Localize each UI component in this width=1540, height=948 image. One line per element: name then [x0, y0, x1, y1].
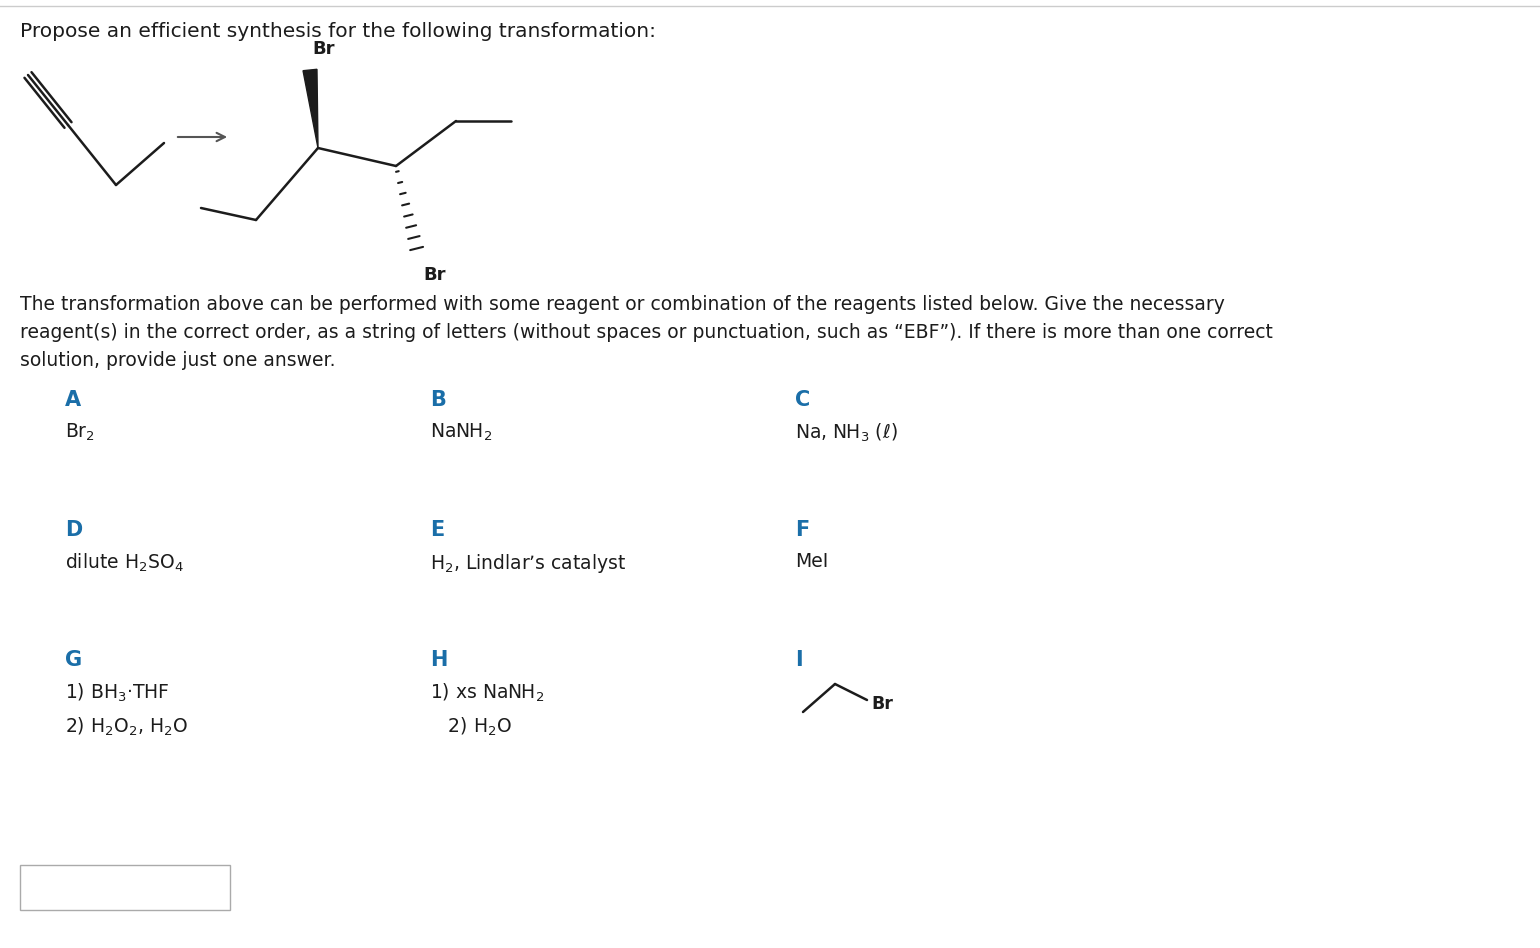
Text: MeI: MeI	[795, 552, 829, 571]
Text: H$_2$, Lindlar’s catalyst: H$_2$, Lindlar’s catalyst	[430, 552, 627, 575]
Text: dilute H$_2$SO$_4$: dilute H$_2$SO$_4$	[65, 552, 183, 574]
Text: 1) BH$_3$·THF
2) H$_2$O$_2$, H$_2$O: 1) BH$_3$·THF 2) H$_2$O$_2$, H$_2$O	[65, 682, 188, 738]
Text: B: B	[430, 390, 447, 410]
Text: C: C	[795, 390, 810, 410]
Text: G: G	[65, 650, 82, 670]
Text: D: D	[65, 520, 82, 540]
Text: NaNH$_2$: NaNH$_2$	[430, 422, 493, 444]
Text: 1) xs NaNH$_2$
   2) H$_2$O: 1) xs NaNH$_2$ 2) H$_2$O	[430, 682, 544, 738]
Text: Br: Br	[424, 266, 445, 284]
Text: I: I	[795, 650, 802, 670]
Text: Na, NH$_3$ ($\ell$): Na, NH$_3$ ($\ell$)	[795, 422, 898, 445]
Text: Br: Br	[872, 695, 893, 713]
Polygon shape	[303, 69, 317, 148]
Text: H: H	[430, 650, 448, 670]
FancyBboxPatch shape	[20, 865, 229, 910]
Text: Br: Br	[313, 40, 334, 58]
Text: E: E	[430, 520, 444, 540]
Text: F: F	[795, 520, 808, 540]
Text: Br$_2$: Br$_2$	[65, 422, 95, 444]
Text: The transformation above can be performed with some reagent or combination of th: The transformation above can be performe…	[20, 295, 1274, 370]
Text: A: A	[65, 390, 82, 410]
Text: Propose an efficient synthesis for the following transformation:: Propose an efficient synthesis for the f…	[20, 22, 656, 41]
